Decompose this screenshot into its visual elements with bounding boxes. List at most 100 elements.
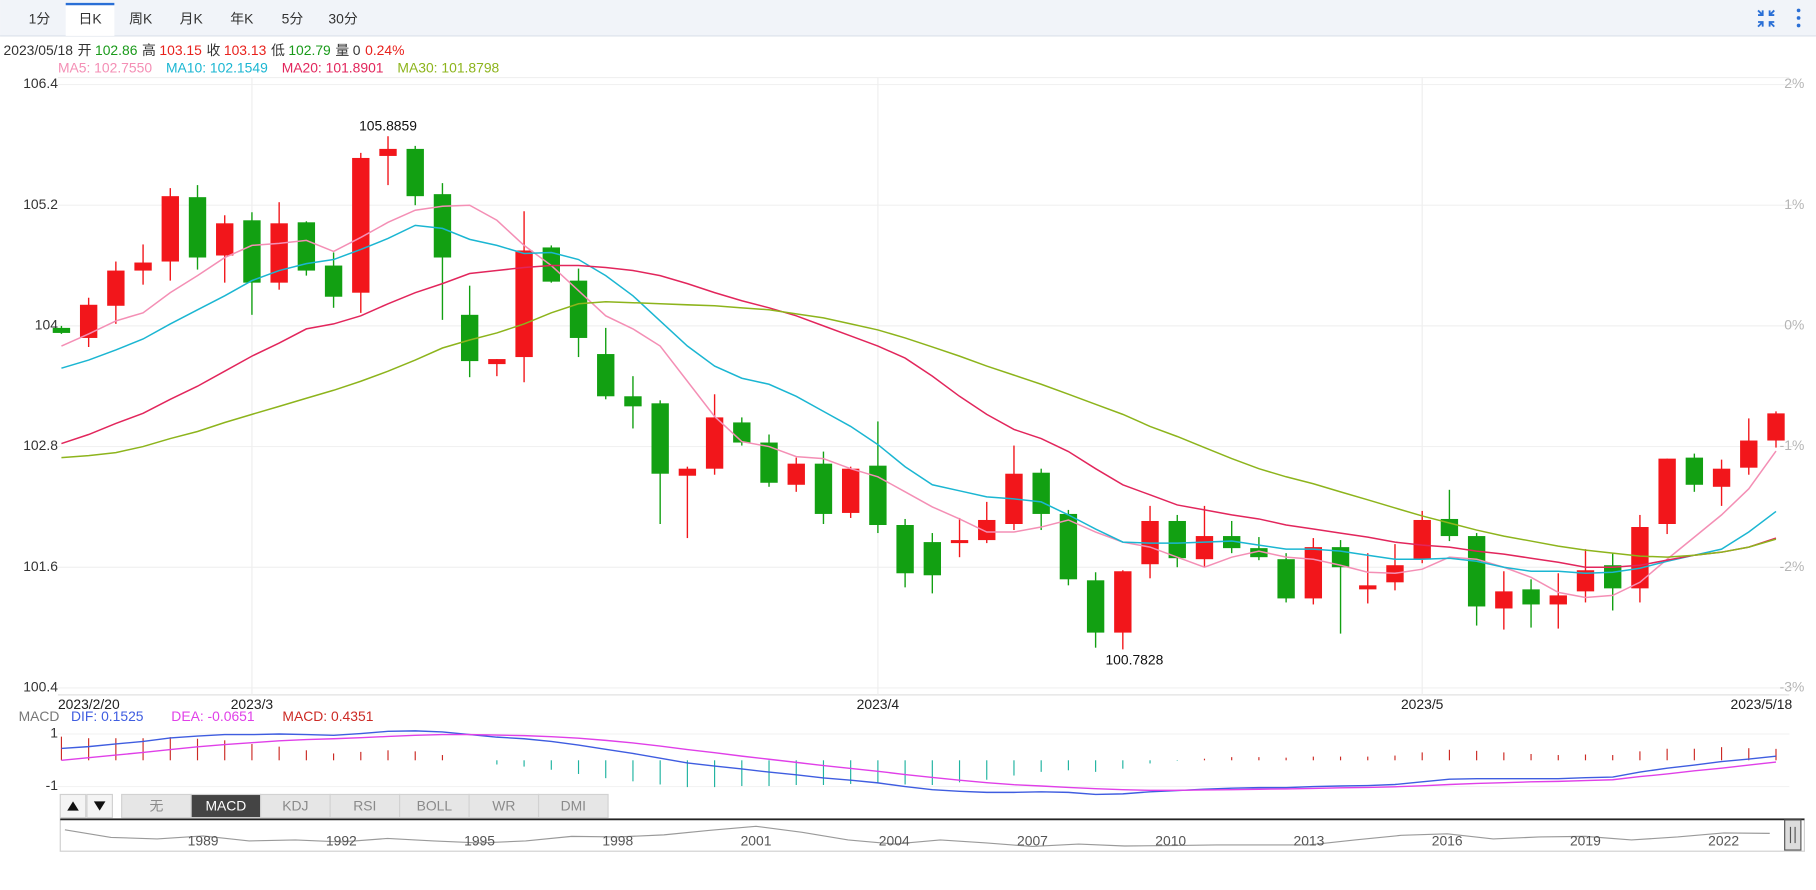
candle-body xyxy=(1032,472,1050,514)
tab[interactable]: 30分 xyxy=(328,10,357,26)
navigator-tick-label: 2016 xyxy=(1432,833,1463,849)
candle-body xyxy=(1223,536,1241,549)
candle-body xyxy=(1576,570,1595,592)
quote-label: 低 xyxy=(271,42,285,58)
indicator-tab[interactable]: MACD xyxy=(205,797,246,813)
quote-label: 收 xyxy=(207,42,221,58)
candle-body xyxy=(1658,458,1676,524)
quote-date: 2023/05/18 xyxy=(4,42,74,58)
ma-legend-item: MA5: 102.7550 xyxy=(58,59,152,75)
y2-tick-label: 0% xyxy=(1784,317,1804,333)
candle-body xyxy=(597,354,615,397)
tab[interactable]: 5分 xyxy=(282,10,304,26)
tab-selected-bg xyxy=(65,3,115,36)
y-tick-label: -1 xyxy=(46,777,59,793)
quote-value: 103.15 xyxy=(159,42,202,58)
candle-body xyxy=(678,468,697,476)
candle-body xyxy=(515,250,533,358)
candle-body xyxy=(950,540,969,544)
candle-body xyxy=(624,396,642,407)
ma-legend: MA5: 102.7550 MA10: 102.1549 MA20: 101.890… xyxy=(58,59,500,75)
tab[interactable]: 年K xyxy=(230,10,254,26)
candle-body xyxy=(1359,585,1377,590)
tab[interactable]: 日K xyxy=(78,10,102,26)
indicator-tab[interactable]: 无 xyxy=(149,797,163,813)
y-tick-label: 104 xyxy=(35,317,58,333)
macd-title: MACD xyxy=(19,708,60,724)
indicator-tab-bg[interactable] xyxy=(537,793,609,819)
tab[interactable]: 月K xyxy=(180,10,204,26)
macd-legend: MACD DIF: 0.1525 DEA: -0.0651 MACD: 0.4351 xyxy=(19,708,374,724)
macd-legend-item: MACD: 0.4351 xyxy=(282,708,373,724)
candle-body xyxy=(297,222,316,271)
candle-body xyxy=(1712,468,1731,487)
candle-body xyxy=(1413,519,1431,560)
x-tick-label: 2023/5 xyxy=(1401,696,1444,712)
navigator-tick-label: 2013 xyxy=(1294,833,1325,849)
navigator-tick-label: 2019 xyxy=(1570,833,1601,849)
candle-body xyxy=(1604,565,1622,589)
quote-label: 高 xyxy=(142,42,156,58)
exit-fullscreen-icon[interactable] xyxy=(1757,9,1775,28)
quote-info: 2023/05/18 开 102.86 高 103.15 收 103.13 低 102.79 量 0… xyxy=(4,42,405,58)
candle-body xyxy=(787,463,805,485)
candle-body xyxy=(869,465,887,526)
navigator-tick-label: 1992 xyxy=(326,833,357,849)
candle-body xyxy=(896,525,914,574)
candle-body xyxy=(216,223,234,256)
indicator-tab[interactable]: KDJ xyxy=(282,797,308,813)
ma-line xyxy=(61,264,1777,568)
macd-legend-item: DIF: 0.1525 xyxy=(71,708,144,724)
ma-legend-item: MA20: 101.8901 xyxy=(282,59,384,75)
y2-tick-label: 1% xyxy=(1784,196,1804,212)
quote-value: 103.13 xyxy=(224,42,267,58)
navigator-tick-label: 1998 xyxy=(602,833,633,849)
scroll-up-button[interactable] xyxy=(59,793,87,819)
candle-body xyxy=(433,194,452,258)
quote-label: 量 xyxy=(335,42,349,58)
candle-body xyxy=(352,157,370,293)
navigator-tick-label: 1995 xyxy=(464,833,495,849)
tab[interactable]: 周K xyxy=(129,10,153,26)
candle-body xyxy=(406,148,424,197)
y-tick-label: 106.4 xyxy=(23,75,58,91)
quote-value: 0 xyxy=(353,42,361,58)
indicator-tab[interactable]: WR xyxy=(492,797,515,813)
quote-change: 0.24% xyxy=(365,42,404,58)
y-tick-label: 105.2 xyxy=(23,196,58,212)
y2-tick-label: -2% xyxy=(1780,558,1805,574)
tab[interactable]: 1分 xyxy=(29,10,51,26)
candle-body xyxy=(705,417,724,469)
scroll-down-button[interactable] xyxy=(86,793,113,819)
indicator-tab[interactable]: RSI xyxy=(353,797,376,813)
y-tick-label: 1 xyxy=(50,725,58,741)
indicator-tab[interactable]: DMI xyxy=(561,797,586,813)
tab-bar xyxy=(0,0,1816,36)
candle-body xyxy=(569,280,588,338)
quote-value: 102.79 xyxy=(288,42,331,58)
candle-body xyxy=(814,463,833,514)
candle-body xyxy=(1195,536,1214,560)
menu-icon[interactable] xyxy=(1796,8,1801,28)
navigator-handle[interactable] xyxy=(1784,819,1802,851)
ma-legend-item: MA10: 102.1549 xyxy=(166,59,268,75)
candle-body xyxy=(161,196,179,262)
navigator-line xyxy=(64,825,1770,848)
candle-body xyxy=(1549,595,1567,605)
ma-line xyxy=(61,224,1777,575)
y2-tick-label: 2% xyxy=(1784,75,1804,91)
candle-body xyxy=(52,327,71,333)
candle-body xyxy=(107,270,125,306)
indicator-tab[interactable]: BOLL xyxy=(417,797,453,813)
quote-label: 开 xyxy=(78,42,92,58)
candle-body xyxy=(324,265,343,297)
y-tick-label: 100.4 xyxy=(23,679,58,695)
ma-legend-item: MA30: 101.8798 xyxy=(397,59,499,75)
macd-line xyxy=(61,733,1777,791)
macd-line xyxy=(61,730,1777,796)
y2-tick-label: -1% xyxy=(1780,437,1805,453)
quote-value: 102.86 xyxy=(95,42,138,58)
candle-body xyxy=(1250,548,1268,558)
